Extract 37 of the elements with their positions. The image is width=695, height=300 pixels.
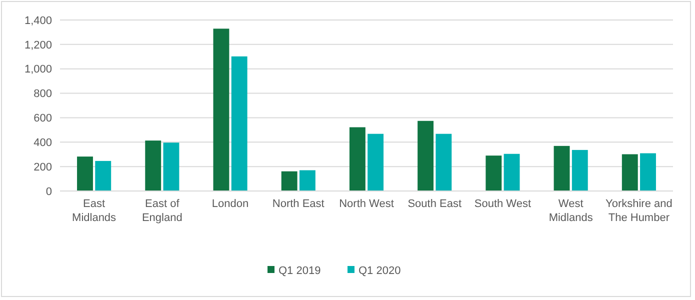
legend-label: Q1 2020 [358, 264, 401, 277]
y-tick-label: 1,000 [24, 64, 52, 76]
y-tick-label: 200 [34, 161, 52, 174]
x-tick-label: North West [339, 198, 394, 210]
bar [486, 156, 502, 191]
y-tick-label: 400 [34, 136, 52, 149]
x-tick-label: East of England [142, 198, 182, 224]
y-tick-label: 1,400 [24, 14, 52, 27]
bar [213, 28, 230, 191]
bar [77, 156, 93, 191]
legend-label: Q1 2019 [278, 264, 321, 277]
bar [436, 134, 452, 191]
bar [572, 150, 588, 191]
bar [281, 171, 298, 191]
x-tick-label: Yorkshire and The Humber [606, 198, 672, 224]
bar [622, 154, 638, 191]
x-tick-label: South West [474, 198, 532, 210]
y-tick-label: 600 [34, 112, 52, 125]
bar [95, 160, 112, 191]
x-tick-label: London [212, 198, 249, 210]
bar [163, 142, 180, 191]
y-tick-label: 800 [34, 88, 52, 100]
y-tick-label: 0 [46, 186, 52, 198]
bar [349, 127, 366, 191]
bar [299, 170, 316, 191]
bar [368, 134, 384, 191]
bar [231, 56, 248, 191]
bar [554, 146, 570, 191]
bar [640, 153, 656, 191]
x-tick-label: South East [408, 198, 462, 210]
y-tick-label: 1,200 [24, 39, 52, 52]
x-tick-label: East Midlands [72, 198, 117, 224]
bar [504, 154, 520, 191]
bar [418, 120, 434, 191]
x-tick-label: West Midlands [548, 198, 594, 224]
x-tick-label: North East [272, 198, 324, 210]
bar [145, 140, 162, 191]
